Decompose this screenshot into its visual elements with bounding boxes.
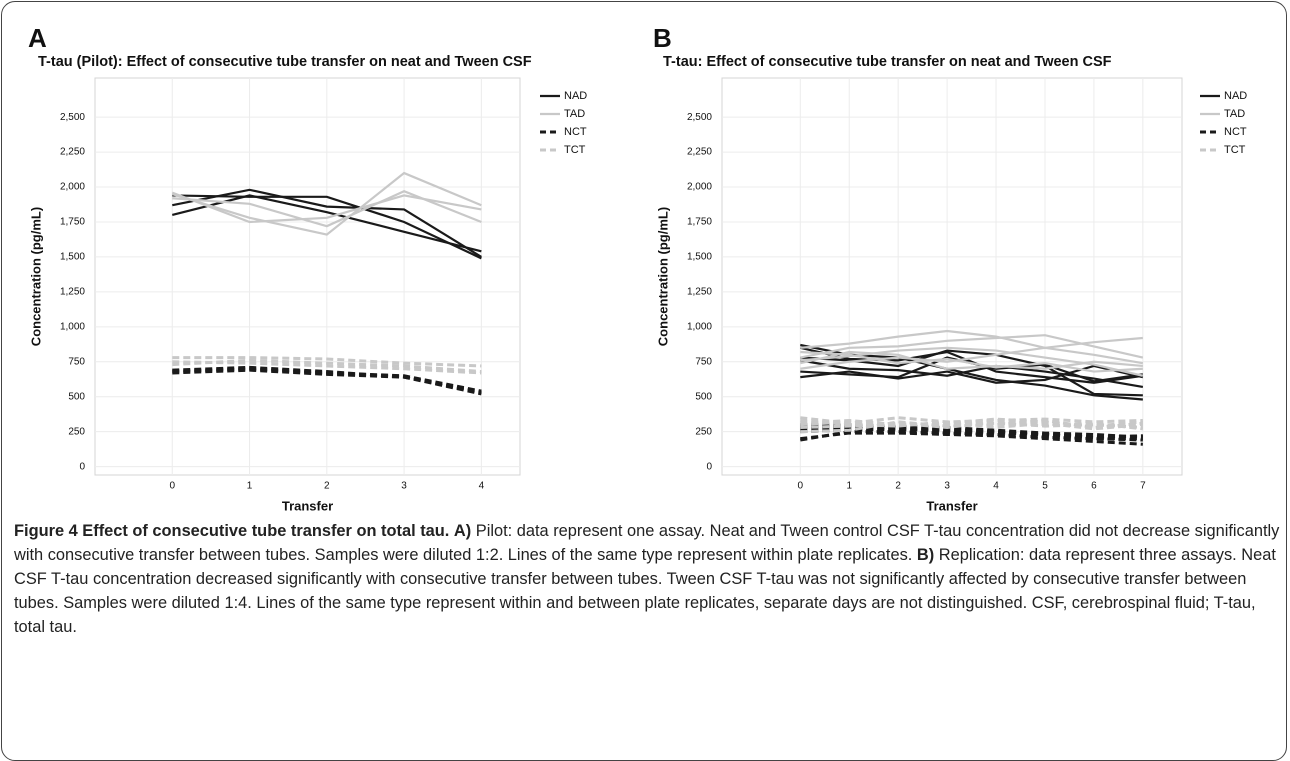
y-tick-label: 250 bbox=[695, 426, 712, 437]
data-line bbox=[172, 190, 482, 228]
y-tick-label: 750 bbox=[695, 356, 712, 367]
y-tick-label: 2,500 bbox=[687, 112, 712, 123]
y-tick-label: 0 bbox=[706, 461, 712, 472]
data-line bbox=[800, 329, 1144, 365]
x-axis-label: Transfer bbox=[282, 498, 333, 513]
caption-label: A) bbox=[453, 522, 472, 540]
plot-frame bbox=[94, 77, 521, 476]
y-axis-label: Concentration (pg/mL) bbox=[655, 207, 670, 346]
legend-label: TCT bbox=[564, 144, 586, 156]
y-tick-label: 1,500 bbox=[687, 252, 712, 263]
plot-frame bbox=[721, 77, 1183, 476]
y-tick-label: 750 bbox=[68, 356, 85, 367]
legend-label: NCT bbox=[564, 126, 587, 138]
chart-title: T-tau: Effect of consecutive tube transf… bbox=[663, 54, 1112, 70]
data-line bbox=[800, 417, 1143, 428]
x-tick-label: 4 bbox=[993, 481, 999, 492]
x-tick-label: 2 bbox=[895, 481, 901, 492]
data-line bbox=[172, 188, 482, 258]
panel-label: B bbox=[653, 23, 672, 53]
legend-label: TAD bbox=[564, 108, 585, 120]
data-line bbox=[800, 336, 1143, 370]
data-line bbox=[800, 359, 1144, 389]
x-tick-label: 1 bbox=[846, 481, 852, 492]
x-tick-label: 3 bbox=[944, 481, 950, 492]
data-line bbox=[172, 365, 482, 394]
caption-text: Replication: data represent three assays… bbox=[14, 546, 1276, 636]
y-tick-label: 2,250 bbox=[687, 147, 712, 158]
data-line bbox=[171, 191, 482, 224]
caption-text: Pilot: data represent one assay. Neat an… bbox=[14, 522, 1280, 564]
y-tick-label: 500 bbox=[695, 391, 712, 402]
x-tick-label: 1 bbox=[247, 481, 253, 492]
y-tick-label: 2,000 bbox=[60, 182, 85, 193]
data-line bbox=[800, 420, 1144, 431]
x-tick-label: 0 bbox=[169, 481, 175, 492]
x-tick-label: 5 bbox=[1042, 481, 1048, 492]
data-line bbox=[800, 346, 1144, 377]
x-tick-label: 2 bbox=[324, 481, 330, 492]
caption: Figure 4 Effect of consecutive tube tran… bbox=[14, 519, 1280, 639]
y-tick-label: 1,500 bbox=[60, 252, 85, 263]
y-tick-label: 500 bbox=[68, 391, 85, 402]
legend-label: NAD bbox=[1224, 90, 1247, 102]
y-tick-label: 1,750 bbox=[60, 217, 85, 228]
legend-label: NAD bbox=[564, 90, 587, 102]
data-line bbox=[800, 430, 1143, 442]
y-tick-label: 1,000 bbox=[687, 321, 712, 332]
panel-label: A bbox=[28, 23, 47, 53]
caption-label: B) bbox=[916, 546, 935, 564]
y-tick-label: 2,250 bbox=[60, 147, 85, 158]
data-line bbox=[800, 364, 1144, 384]
data-line bbox=[171, 171, 482, 236]
y-tick-label: 2,000 bbox=[687, 182, 712, 193]
x-tick-label: 4 bbox=[479, 481, 485, 492]
data-line bbox=[172, 194, 482, 260]
caption-title: Figure 4 Effect of consecutive tube tran… bbox=[14, 522, 450, 540]
y-tick-label: 250 bbox=[68, 426, 85, 437]
x-tick-label: 7 bbox=[1140, 481, 1146, 492]
y-tick-label: 1,000 bbox=[60, 321, 85, 332]
y-tick-label: 2,500 bbox=[60, 112, 85, 123]
y-tick-label: 1,250 bbox=[60, 287, 85, 298]
data-line bbox=[172, 356, 482, 368]
x-axis-label: Transfer bbox=[926, 498, 977, 513]
chart-title: T-tau (Pilot): Effect of consecutive tub… bbox=[38, 54, 532, 70]
data-line bbox=[800, 346, 1144, 384]
x-tick-label: 6 bbox=[1091, 481, 1097, 492]
legend-label: TCT bbox=[1224, 144, 1246, 156]
charts: AT-tau (Pilot): Effect of consecutive tu… bbox=[28, 23, 1247, 514]
y-tick-label: 0 bbox=[79, 461, 85, 472]
y-axis-label: Concentration (pg/mL) bbox=[28, 207, 43, 346]
data-line bbox=[172, 358, 482, 374]
y-tick-label: 1,250 bbox=[687, 287, 712, 298]
y-tick-label: 1,750 bbox=[687, 217, 712, 228]
x-tick-label: 3 bbox=[401, 481, 407, 492]
x-tick-label: 0 bbox=[798, 481, 804, 492]
legend-label: TAD bbox=[1224, 108, 1245, 120]
legend-label: NCT bbox=[1224, 126, 1247, 138]
data-line bbox=[800, 334, 1144, 359]
data-line bbox=[172, 360, 482, 375]
